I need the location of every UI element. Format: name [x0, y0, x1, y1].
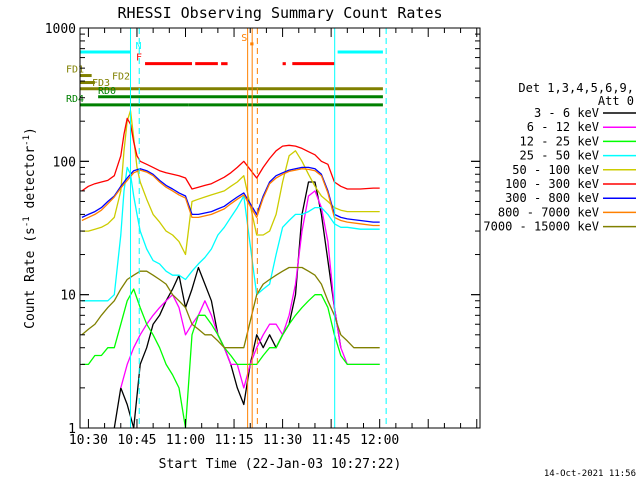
legend-header-line-2: Att 0 — [598, 94, 634, 108]
legend-label-100-300-kev: 100 - 300 keV — [505, 177, 599, 191]
y-axis-ticks: 1 10 100 1000 — [45, 22, 480, 437]
legend-label-50-100-kev: 50 - 100 keV — [512, 163, 599, 177]
flag-label-fd3: FD3 — [92, 78, 110, 89]
flag-label-s: S — [241, 33, 247, 44]
legend-label-7000-15000-kev: 7000 - 15000 keV — [483, 220, 599, 234]
timestamp: 14-Oct-2021 11:56 — [544, 469, 636, 479]
flag-label-rd4: RD4 — [66, 94, 84, 105]
x-tick-label-60: 11:00 — [166, 433, 205, 448]
flag-bars: NFSFD1FD2FD3RD0RD4 — [66, 33, 383, 107]
x-axis-label: Start Time (22-Jan-03 10:27:22) — [159, 457, 402, 472]
legend-label-25-50-kev: 25 - 50 keV — [520, 149, 599, 163]
x-tick-label-120: 12:00 — [360, 433, 399, 448]
y-axis-label-sup: -1 — [22, 216, 32, 227]
y-tick-label-100: 100 — [53, 155, 76, 170]
chart-title: RHESSI Observing Summary Count Rates — [117, 4, 442, 22]
legend-header-line-1: Det 1,3,4,5,6,9, — [518, 81, 634, 95]
series-line-100-300-kev — [81, 117, 380, 192]
legend-label-6-12-kev: 6 - 12 keV — [527, 120, 599, 134]
legend-label-3-6-kev: 3 - 6 keV — [534, 106, 599, 120]
legend-label-300-800-kev: 300 - 800 keV — [505, 191, 599, 205]
series-line-50-100-kev — [81, 109, 380, 256]
flag-label-fd2: FD2 — [112, 72, 130, 83]
y-tick-label-1: 1 — [68, 422, 76, 437]
y-axis-label-main: Count Rate (s — [23, 227, 38, 329]
x-axis-ticks: 10:30 10:45 11:00 11:15 11:30 11:45 12:00 — [69, 28, 478, 448]
y-tick-label-10: 10 — [60, 289, 76, 304]
y-axis-label: Count Rate (s-1 detector-1) — [22, 127, 38, 329]
flag-label-rd0: RD0 — [98, 86, 116, 97]
y-axis-label-sup-2: -1 — [22, 135, 32, 146]
plot-frame — [79, 27, 481, 429]
y-axis-label-end: ) — [23, 127, 38, 135]
legend-label-800-7000-kev: 800 - 7000 keV — [498, 205, 599, 219]
legend-label-12-25-kev: 12 - 25 keV — [520, 134, 599, 148]
x-tick-label-90: 11:30 — [263, 433, 302, 448]
x-tick-label-105: 11:45 — [312, 433, 351, 448]
flag-label-fd1: FD1 — [66, 65, 84, 76]
vertical-markers — [129, 28, 387, 428]
y-axis-label-tail: detector — [23, 146, 38, 217]
series-line-25-50-kev — [81, 166, 380, 302]
x-tick-label-45: 10:45 — [117, 433, 156, 448]
series-line-300-800-kev — [81, 166, 380, 223]
series-line-800-7000-kev — [81, 168, 380, 227]
y-tick-label-1000: 1000 — [45, 22, 76, 37]
series-line-3-6-kev — [113, 181, 342, 429]
x-tick-label-75: 11:15 — [214, 433, 253, 448]
series-line-12-25-kev — [81, 288, 380, 429]
x-tick-label-30: 10:30 — [69, 433, 108, 448]
flag-label-n: N — [135, 41, 141, 52]
